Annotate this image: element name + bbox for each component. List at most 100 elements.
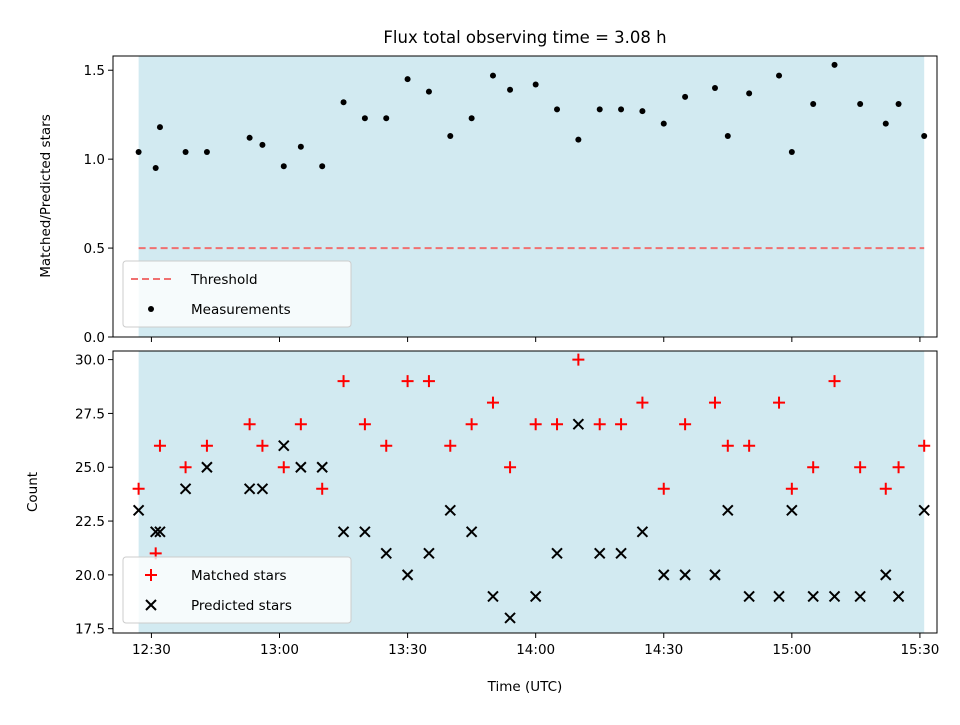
data-point <box>615 547 627 560</box>
data-point <box>918 439 931 452</box>
data-point <box>554 106 561 113</box>
data-point <box>773 396 786 409</box>
y-tick-label: 1.0 <box>84 152 105 168</box>
data-point <box>807 461 820 474</box>
data-point <box>711 85 718 92</box>
data-point <box>489 72 496 79</box>
count-panel: 17.5 20.0 22.5 25.0 27.5 30.0 12:30 13:00 13:30 1… <box>75 350 939 658</box>
data-point <box>657 482 670 495</box>
data-point <box>380 547 392 560</box>
data-point <box>295 461 307 473</box>
top-y-axis-label: Matched/Predicted stars <box>38 114 54 277</box>
data-point <box>892 590 905 603</box>
y-tick-label: 17.5 <box>75 622 105 638</box>
data-point <box>487 590 499 603</box>
legend-label: Matched stars <box>191 568 287 584</box>
bottom-y-axis-label: Count <box>25 472 41 512</box>
legend-marker-swatch <box>148 306 154 312</box>
series-predicted-stars <box>132 418 930 624</box>
data-point <box>504 461 517 474</box>
y-tick-label: 25.0 <box>75 460 105 476</box>
data-point <box>319 163 326 170</box>
data-point <box>256 439 269 452</box>
data-point <box>423 547 435 560</box>
series-matched-stars <box>132 353 931 560</box>
x-tick-label: 15:00 <box>772 642 811 658</box>
legend-box <box>122 260 352 328</box>
data-point <box>243 418 256 431</box>
legend-label: Predicted stars <box>191 598 292 614</box>
data-point <box>337 526 350 538</box>
data-point <box>203 149 210 156</box>
legend-label: Threshold <box>190 272 258 288</box>
data-point <box>132 482 145 495</box>
data-point <box>468 115 475 122</box>
y-tick-label: 30.0 <box>75 353 105 369</box>
data-point <box>179 483 192 495</box>
data-point <box>708 396 721 409</box>
data-point <box>422 375 435 388</box>
data-point <box>444 504 456 517</box>
data-point <box>854 461 867 474</box>
data-point <box>551 418 564 431</box>
data-point <box>854 590 866 603</box>
data-point <box>135 149 142 156</box>
data-point <box>918 504 930 517</box>
data-point <box>278 440 290 452</box>
data-point <box>594 547 606 560</box>
data-point <box>447 133 454 140</box>
data-point <box>743 439 756 452</box>
data-point <box>358 418 371 431</box>
data-point <box>709 569 721 581</box>
x-tick-label: 12:30 <box>132 642 171 658</box>
data-point <box>465 418 478 431</box>
data-point <box>596 106 603 113</box>
data-point <box>746 90 753 97</box>
data-point <box>361 115 368 122</box>
data-point <box>529 418 542 431</box>
data-point <box>593 418 606 431</box>
data-point <box>572 353 585 366</box>
data-point <box>504 612 516 624</box>
data-point <box>785 482 798 495</box>
data-point <box>892 461 905 474</box>
data-point <box>743 590 755 603</box>
legend-box <box>122 556 352 624</box>
data-point <box>401 569 414 581</box>
data-point <box>359 526 371 538</box>
data-point <box>618 106 625 113</box>
data-point <box>153 439 166 452</box>
y-tick-label: 0.0 <box>84 330 105 346</box>
data-point <box>383 115 390 122</box>
legend-marker-swatch <box>145 599 157 611</box>
data-point <box>575 136 582 143</box>
y-tick-label: 0.5 <box>84 241 105 257</box>
data-point <box>882 120 889 127</box>
data-point <box>658 569 670 581</box>
data-point <box>773 590 785 603</box>
data-point <box>786 504 798 517</box>
data-point <box>316 461 328 473</box>
data-point <box>152 165 159 172</box>
data-point <box>486 396 499 409</box>
data-point <box>340 99 347 106</box>
y-tick-label: 22.5 <box>75 514 105 530</box>
data-point <box>507 86 514 93</box>
data-point <box>879 482 892 495</box>
x-tick-label: 13:00 <box>260 642 299 658</box>
data-point <box>636 526 649 538</box>
data-point <box>724 133 731 140</box>
data-point <box>465 526 478 538</box>
data-point <box>532 81 539 88</box>
legend-marker-swatch <box>145 569 157 581</box>
data-point <box>294 418 307 431</box>
plot-frame <box>112 55 938 338</box>
x-tick-label: 13:30 <box>388 642 427 658</box>
data-point <box>529 590 542 603</box>
data-point <box>246 134 253 141</box>
legend: Matched stars Predicted stars <box>122 556 352 624</box>
data-point <box>256 483 269 495</box>
data-point <box>636 396 649 409</box>
